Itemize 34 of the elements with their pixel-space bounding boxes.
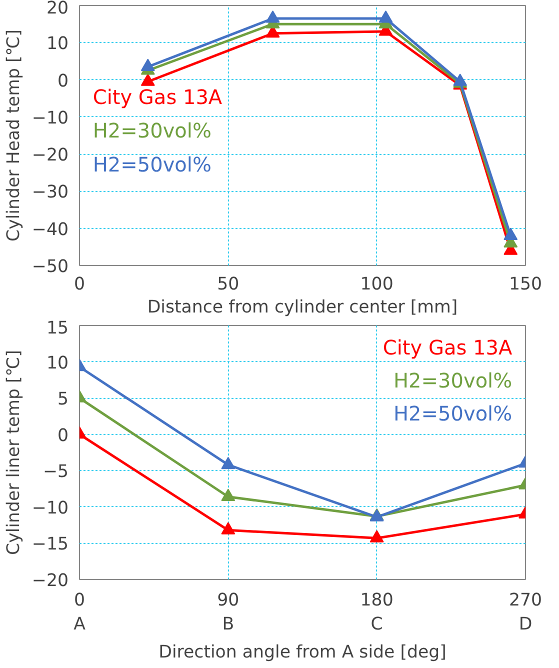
text: H2=30vol%	[394, 368, 512, 393]
x-tick-label: 270 D	[508, 590, 542, 634]
x-axis-title: Direction angle from A side [deg]	[158, 642, 446, 662]
y-axis-title: Cylinder liner temp [℃]	[4, 350, 24, 555]
y-tick-label: −30	[32, 182, 69, 203]
x-axis-title: Distance from cylinder center [mm]	[147, 298, 458, 318]
y-tick-label: 20	[46, 0, 69, 18]
text: City Gas 13A	[382, 336, 512, 360]
text: H2=30vol%	[92, 118, 212, 143]
y-tick-label: −20	[32, 146, 69, 166]
y-tick-label: −10	[32, 498, 69, 518]
x-tick-label: 90 B	[217, 590, 240, 634]
series-label: H2=50vol%	[394, 402, 512, 426]
y-tick-label: −10	[32, 108, 69, 128]
y-tick-label: 5	[57, 390, 69, 410]
y-axis-title: Cylinder Head temp [℃]	[4, 30, 24, 242]
y-tick-label: −20	[32, 571, 69, 591]
x-tick-label: 180 C	[360, 590, 394, 634]
y-tick-label: −40	[32, 220, 69, 240]
x-tick-label: 0	[74, 274, 86, 294]
y-tick-label: 15	[46, 318, 69, 338]
x-tick-label: 150	[508, 274, 542, 294]
y-tick-label: 0	[57, 426, 69, 446]
x-tick-label: 0 A	[74, 590, 86, 634]
y-tick-label: −15	[32, 534, 69, 555]
y-tick-label: −5	[42, 462, 69, 482]
text: H2=50vol%	[92, 152, 212, 176]
series-label: City Gas 13A	[92, 84, 222, 109]
y-tick-label: 10	[46, 353, 69, 374]
y-tick-label: −50	[32, 257, 69, 277]
x-tick-label: 50	[217, 274, 240, 294]
y-tick-label: 0	[57, 71, 69, 92]
y-tick-label: 10	[46, 34, 69, 54]
x-tick-label: 100	[360, 274, 394, 294]
